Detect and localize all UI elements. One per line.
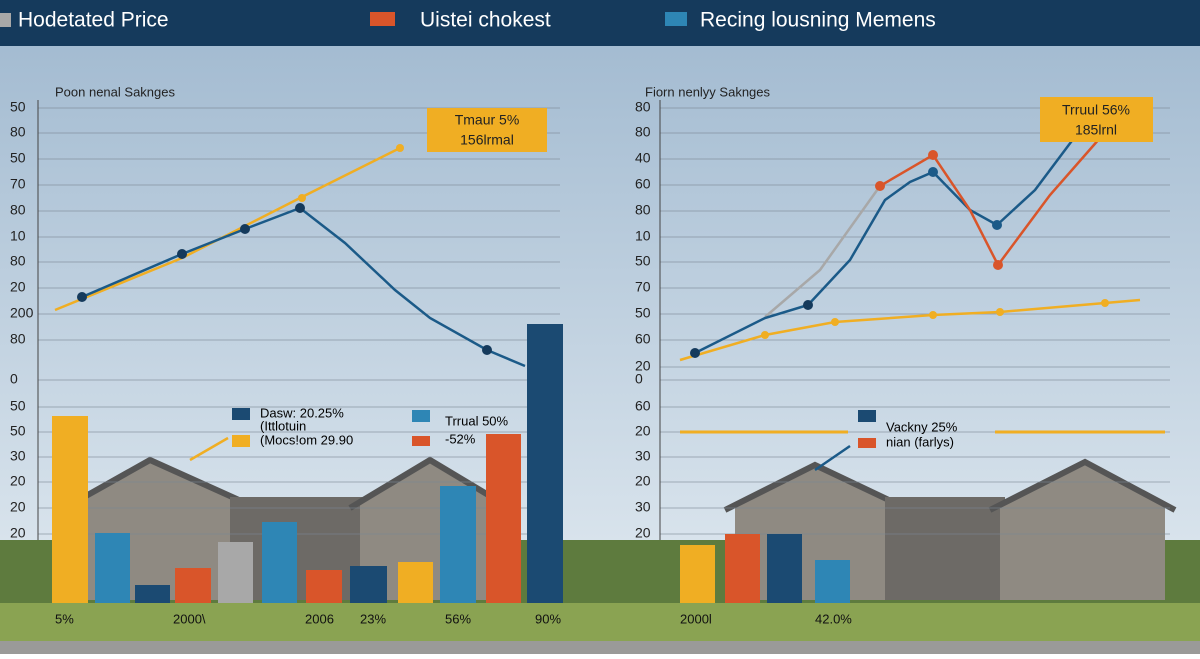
bottom-label: 42.0% <box>815 611 852 626</box>
legend-note: (Ittlotuin <box>260 418 306 433</box>
bottom-labels: 5% 2000\ 2006 23% 56% 90% 2000l 42.0% <box>55 611 852 626</box>
bottom-label: 2000\ <box>173 611 206 626</box>
y-tick-label: 10 <box>635 228 651 244</box>
callout-text: Trruul 56% <box>1062 102 1130 118</box>
legend-swatch <box>665 12 687 26</box>
panel-subtitle: Fiorn nenlyy Saknges <box>645 84 771 99</box>
y-tick-label: 20 <box>10 525 26 541</box>
y-tick-label: 50 <box>10 150 26 166</box>
y-tick-label: 80 <box>10 124 26 140</box>
y-tick-label: 0 <box>635 371 643 387</box>
legend-note: -52% <box>445 431 476 446</box>
y-tick-label: 80 <box>10 202 26 218</box>
legend-label: Recing lousning Memens <box>700 9 936 32</box>
y-tick-label: 20 <box>635 423 651 439</box>
bottom-label: 5% <box>55 611 74 626</box>
bottom-label: 56% <box>445 611 471 626</box>
y-tick-label: 80 <box>635 124 651 140</box>
y-tick-label: 20 <box>635 358 651 374</box>
legend-note: Trrual 50% <box>445 413 509 428</box>
y-tick-label: 50 <box>10 423 26 439</box>
y-tick-label: 0 <box>10 371 18 387</box>
y-tick-label: 30 <box>635 499 651 515</box>
y-tick-label: 70 <box>635 279 651 295</box>
y-tick-label: 10 <box>10 228 26 244</box>
y-tick-label: 80 <box>10 253 26 269</box>
y-tick-label: 50 <box>635 305 651 321</box>
legend-label: Uistei chokest <box>420 9 551 32</box>
header-bar <box>0 0 1200 46</box>
callout-text: Tmaur 5% <box>455 112 520 128</box>
y-tick-label: 30 <box>10 448 26 464</box>
y-tick-label: 80 <box>635 202 651 218</box>
y-tick-label: 200 <box>10 305 34 321</box>
grid <box>37 100 1170 540</box>
y-tick-label: 20 <box>10 499 26 515</box>
y-tick-label: 60 <box>635 176 651 192</box>
y-tick-label: 60 <box>635 331 651 347</box>
callout-text: 156lrmal <box>460 132 514 148</box>
bottom-label: 2006 <box>305 611 334 626</box>
y-tick-label: 50 <box>10 398 26 414</box>
y-tick-label: 20 <box>635 525 651 541</box>
y-tick-label: 30 <box>635 448 651 464</box>
callout <box>1040 97 1153 142</box>
y-tick-label: 70 <box>10 176 26 192</box>
y-tick-label: 20 <box>10 279 26 295</box>
y-tick-label: 80 <box>10 331 26 347</box>
bottom-label: 90% <box>535 611 561 626</box>
legend-swatch <box>0 13 11 27</box>
legend-label: Hodetated Price <box>18 9 169 32</box>
legend-swatch <box>370 12 395 26</box>
callout-text: 185lrnl <box>1075 122 1117 138</box>
bars <box>52 324 850 603</box>
legend-note: Vackny 25% <box>886 419 958 434</box>
tick-labels: 5080507080108020200800505030202020808040… <box>10 99 651 541</box>
bottom-label: 2000l <box>680 611 712 626</box>
y-tick-label: 20 <box>635 473 651 489</box>
y-tick-label: 50 <box>10 99 26 115</box>
y-tick-label: 60 <box>635 398 651 414</box>
y-tick-label: 80 <box>635 99 651 115</box>
panel-subtitle: Poon nenal Saknges <box>55 84 175 99</box>
legend-note: nian (farlys) <box>886 434 954 449</box>
points <box>77 144 1109 358</box>
legend-note: Dasw: 20.25% <box>260 405 344 420</box>
y-tick-label: 40 <box>635 150 651 166</box>
callout <box>427 108 547 152</box>
legend-note: (Mocs!om 29.90 <box>260 432 353 447</box>
y-tick-label: 20 <box>10 473 26 489</box>
bottom-label: 23% <box>360 611 386 626</box>
y-tick-label: 50 <box>635 253 651 269</box>
